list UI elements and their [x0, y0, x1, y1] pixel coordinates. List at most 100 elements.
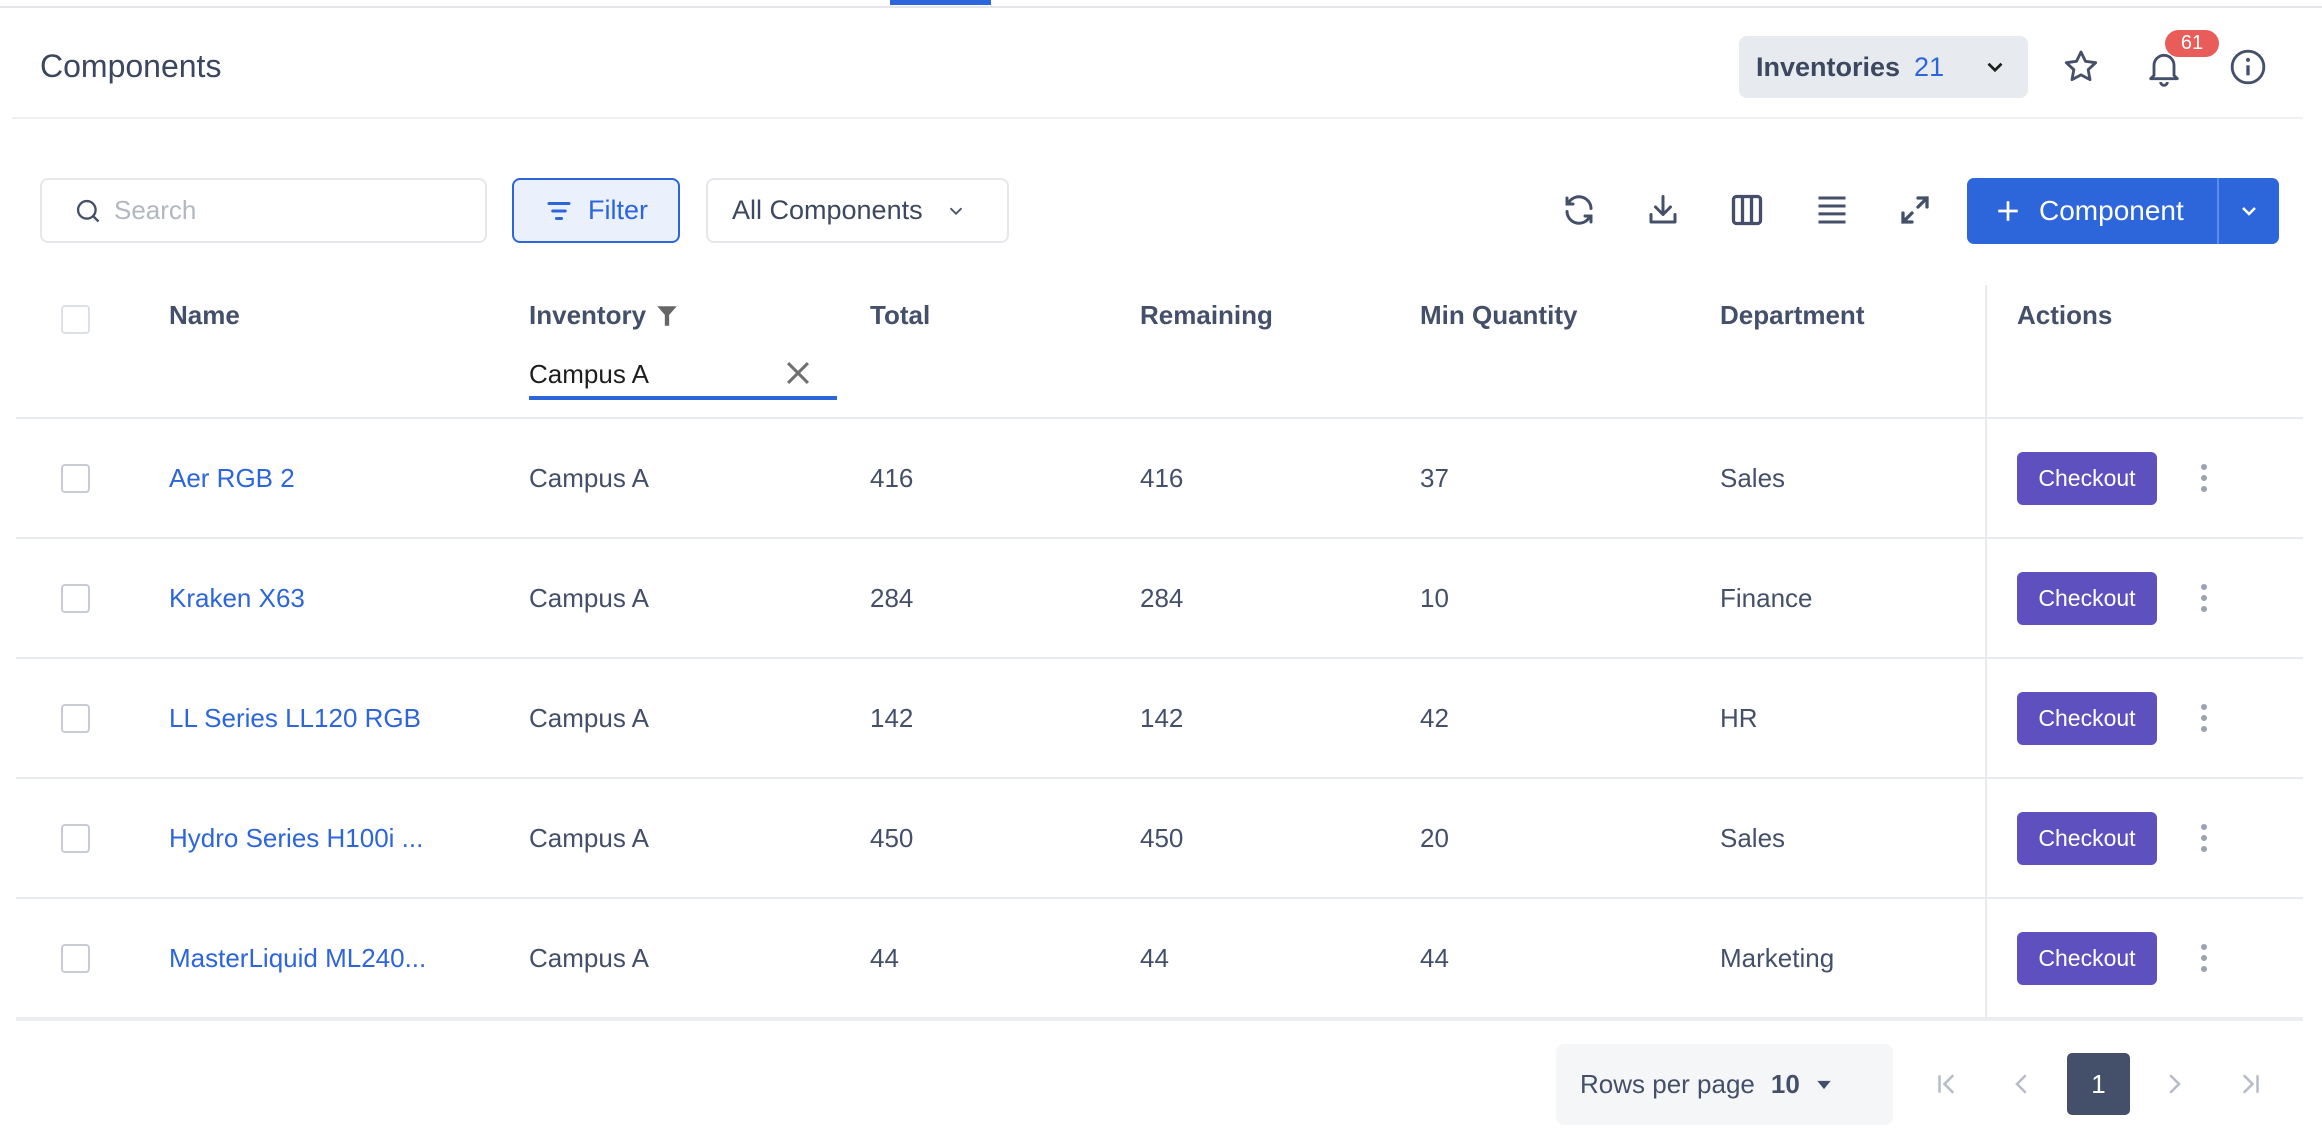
- chevron-down-icon: [949, 207, 962, 215]
- columns-button[interactable]: [1722, 185, 1772, 235]
- row-checkbox[interactable]: [61, 584, 90, 613]
- page-button-current[interactable]: 1: [2067, 1053, 2130, 1115]
- cell-inventory: Campus A: [529, 943, 649, 973]
- view-select[interactable]: All Components: [706, 178, 1009, 243]
- cell-total: 416: [870, 463, 914, 493]
- last-page-icon: [2242, 1074, 2259, 1094]
- cell-remaining: 284: [1140, 583, 1184, 613]
- column-header-actions: Actions: [2017, 300, 2113, 330]
- more-options-button[interactable]: [2194, 698, 2214, 738]
- top-divider: [0, 6, 2322, 8]
- cell-remaining: 416: [1140, 463, 1184, 493]
- cell-remaining: 44: [1140, 943, 1169, 973]
- plus-icon: [1998, 201, 2018, 221]
- cell-min-quantity: 44: [1420, 943, 1449, 973]
- kebab-dot: [2201, 944, 2207, 950]
- checkout-button[interactable]: Checkout: [2017, 692, 2157, 745]
- notifications-button[interactable]: [2141, 44, 2187, 90]
- chevron-left-icon: [2015, 1074, 2027, 1094]
- cell-min-quantity: 37: [1420, 463, 1449, 493]
- add-component-button[interactable]: Component: [1967, 178, 2279, 244]
- inventories-label: Inventories: [1756, 51, 1901, 82]
- last-page-button[interactable]: [2225, 1053, 2275, 1115]
- table-footer: [16, 1018, 2303, 1140]
- checkout-button[interactable]: Checkout: [2017, 932, 2157, 985]
- cell-name[interactable]: Hydro Series H100i ...: [169, 823, 424, 853]
- cell-remaining: 450: [1140, 823, 1184, 853]
- column-header-department[interactable]: Department: [1720, 300, 1865, 330]
- info-button[interactable]: [2225, 44, 2271, 90]
- search-input[interactable]: [114, 195, 464, 226]
- column-header-total[interactable]: Total: [870, 300, 931, 330]
- column-header-remaining[interactable]: Remaining: [1140, 300, 1273, 330]
- kebab-dot: [2201, 606, 2207, 612]
- clear-filter-icon[interactable]: [781, 356, 815, 390]
- filter-label: Filter: [588, 195, 648, 225]
- more-options-button[interactable]: [2194, 578, 2214, 618]
- columns-icon: [1731, 194, 1763, 226]
- checkout-button[interactable]: Checkout: [2017, 572, 2157, 625]
- inventories-dropdown[interactable]: Inventories 21: [1739, 36, 2028, 98]
- cell-department: Sales: [1720, 823, 1786, 853]
- column-header-inventory-label: Inventory: [529, 300, 647, 330]
- next-page-button[interactable]: [2149, 1053, 2199, 1115]
- cell-remaining: 142: [1140, 703, 1184, 733]
- cell-total: 450: [870, 823, 914, 853]
- kebab-dot: [2201, 955, 2207, 961]
- kebab-dot: [2201, 595, 2207, 601]
- more-options-button[interactable]: [2194, 458, 2214, 498]
- previous-page-button[interactable]: [1997, 1053, 2047, 1115]
- checkout-button[interactable]: Checkout: [2017, 452, 2157, 505]
- notification-badge: 61: [2165, 30, 2219, 57]
- add-component-menu-toggle[interactable]: [2217, 178, 2279, 244]
- kebab-dot: [2201, 486, 2207, 492]
- kebab-dot: [2201, 475, 2207, 481]
- chevron-right-icon: [2169, 1074, 2181, 1094]
- inventory-filter-input[interactable]: Campus A: [529, 352, 837, 400]
- first-page-button[interactable]: [1922, 1053, 1972, 1115]
- refresh-button[interactable]: [1554, 185, 1604, 235]
- column-header-inventory[interactable]: Inventory: [529, 300, 680, 331]
- active-tab-indicator: [890, 0, 991, 5]
- star-icon: [2064, 50, 2098, 82]
- cell-name[interactable]: LL Series LL120 RGB: [169, 703, 421, 733]
- rows-per-page-value: 10: [1770, 1069, 1800, 1099]
- density-button[interactable]: [1807, 185, 1857, 235]
- column-header-name[interactable]: Name: [169, 300, 240, 330]
- download-icon: [1649, 195, 1677, 224]
- cell-name[interactable]: Aer RGB 2: [169, 463, 295, 493]
- cell-name[interactable]: MasterLiquid ML240...: [169, 943, 427, 973]
- row-checkbox[interactable]: [61, 464, 90, 493]
- cell-department: Finance: [1720, 583, 1813, 613]
- column-header-min-quantity[interactable]: Min Quantity: [1420, 300, 1578, 330]
- density-icon: [1818, 196, 1846, 224]
- favorite-button[interactable]: [2058, 44, 2104, 90]
- cell-total: 44: [870, 943, 899, 973]
- search-field[interactable]: [40, 178, 487, 243]
- first-page-icon: [1938, 1074, 1955, 1094]
- header-divider: [12, 117, 2303, 119]
- row-checkbox[interactable]: [61, 824, 90, 853]
- cell-inventory: Campus A: [529, 463, 649, 493]
- refresh-icon: [1565, 195, 1593, 225]
- fullscreen-button[interactable]: [1890, 185, 1940, 235]
- cell-min-quantity: 10: [1420, 583, 1449, 613]
- rows-per-page-select[interactable]: Rows per page 10: [1556, 1044, 1893, 1125]
- filter-button[interactable]: Filter: [512, 178, 680, 243]
- more-options-button[interactable]: [2194, 938, 2214, 978]
- chevron-down-icon: [2242, 207, 2256, 216]
- caret-down-icon: [1817, 1080, 1831, 1089]
- more-options-button[interactable]: [2194, 818, 2214, 858]
- row-checkbox[interactable]: [61, 704, 90, 733]
- cell-name[interactable]: Kraken X63: [169, 583, 305, 613]
- download-button[interactable]: [1638, 185, 1688, 235]
- select-all-checkbox[interactable]: [61, 305, 90, 334]
- cell-inventory: Campus A: [529, 583, 649, 613]
- kebab-dot: [2201, 846, 2207, 852]
- info-icon: [2230, 49, 2266, 85]
- funnel-icon[interactable]: [654, 302, 680, 330]
- row-checkbox[interactable]: [61, 944, 90, 973]
- kebab-dot: [2201, 824, 2207, 830]
- add-component-main[interactable]: Component: [1967, 178, 2217, 244]
- checkout-button[interactable]: Checkout: [2017, 812, 2157, 865]
